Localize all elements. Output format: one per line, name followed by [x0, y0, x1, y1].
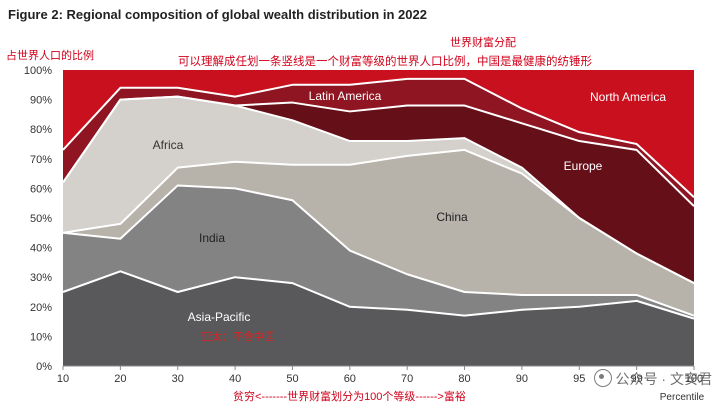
boundary-lines-layer [62, 77, 695, 320]
bottom-note: 贫穷<-------世界财富划分为100个等级------>富裕 [233, 391, 466, 403]
area-latin-america [63, 78, 694, 207]
axes-layer: 0% 10% 20% 30% 40% 50% 60% 70% 80% 90% 100% 10 20 30 4… [24, 65, 703, 385]
y-tick-label: 40% [30, 243, 52, 255]
main-note: 可以理解成任划一条竖线是一个财富等级的世界人口比例，中国是最健康的纺锤形 [178, 56, 592, 68]
y-axis-note: 占世界人口的比例 [6, 50, 94, 62]
area-north-america [63, 70, 694, 198]
area-india [63, 185, 694, 319]
area-africa [63, 96, 694, 284]
y-tick-label: 100% [24, 65, 52, 77]
label-china: China [436, 210, 468, 224]
area-europe [63, 96, 694, 284]
x-tick-label: 100 [685, 373, 703, 385]
x-tick-label: 99 [631, 373, 643, 385]
x-tick-label: 70 [401, 373, 413, 385]
area-asia-pacific [63, 271, 694, 366]
chart-title: Figure 2: Regional composition of global… [8, 7, 427, 22]
y-tick-label: 20% [30, 302, 52, 314]
label-africa: Africa [153, 138, 184, 152]
label-latin-america: Latin America [309, 89, 382, 103]
y-tick-label: 10% [30, 331, 52, 343]
label-europe: Europe [564, 159, 603, 173]
boundary-line-india [62, 184, 695, 317]
watermark-text: 公众号 · 文安君 [615, 371, 712, 387]
y-tick-label: 80% [30, 124, 52, 136]
x-tick-label: 40 [229, 373, 241, 385]
series-labels-layer: Africa India Asia-Pacific China Latin Am… [153, 89, 705, 403]
watermark: 公众号 · 文安君 [593, 369, 712, 389]
x-tick-label: 20 [114, 373, 126, 385]
y-tick-label: 50% [30, 213, 52, 225]
boundary-line-asia-pacific [62, 270, 695, 320]
top-note: 世界财富分配 [450, 37, 516, 49]
y-tick-label: 60% [30, 183, 52, 195]
x-tick-label: 10 [57, 373, 69, 385]
x-axis-label: Percentile [660, 392, 705, 403]
label-india: India [199, 231, 225, 245]
boundary-line-latin-america [62, 77, 695, 199]
x-tick-label: 30 [172, 373, 184, 385]
label-asia-pacific: Asia-Pacific [188, 310, 251, 324]
area-china [63, 149, 694, 316]
y-tick-label: 70% [30, 154, 52, 166]
x-tick-label: 60 [344, 373, 356, 385]
label-north-america: North America [590, 90, 666, 104]
y-tick-label: 30% [30, 272, 52, 284]
inner-note: 亚太：不含中国 [201, 330, 275, 343]
boundary-line-europe [62, 95, 695, 207]
x-tick-label: 95 [573, 373, 585, 385]
wechat-icon [593, 369, 612, 387]
areas-layer [63, 70, 694, 366]
y-tick-label: 90% [30, 95, 52, 107]
x-tick-label: 90 [516, 373, 528, 385]
x-tick-label: 80 [458, 373, 470, 385]
x-tick-label: 50 [286, 373, 298, 385]
y-tick-label: 0% [36, 361, 52, 373]
